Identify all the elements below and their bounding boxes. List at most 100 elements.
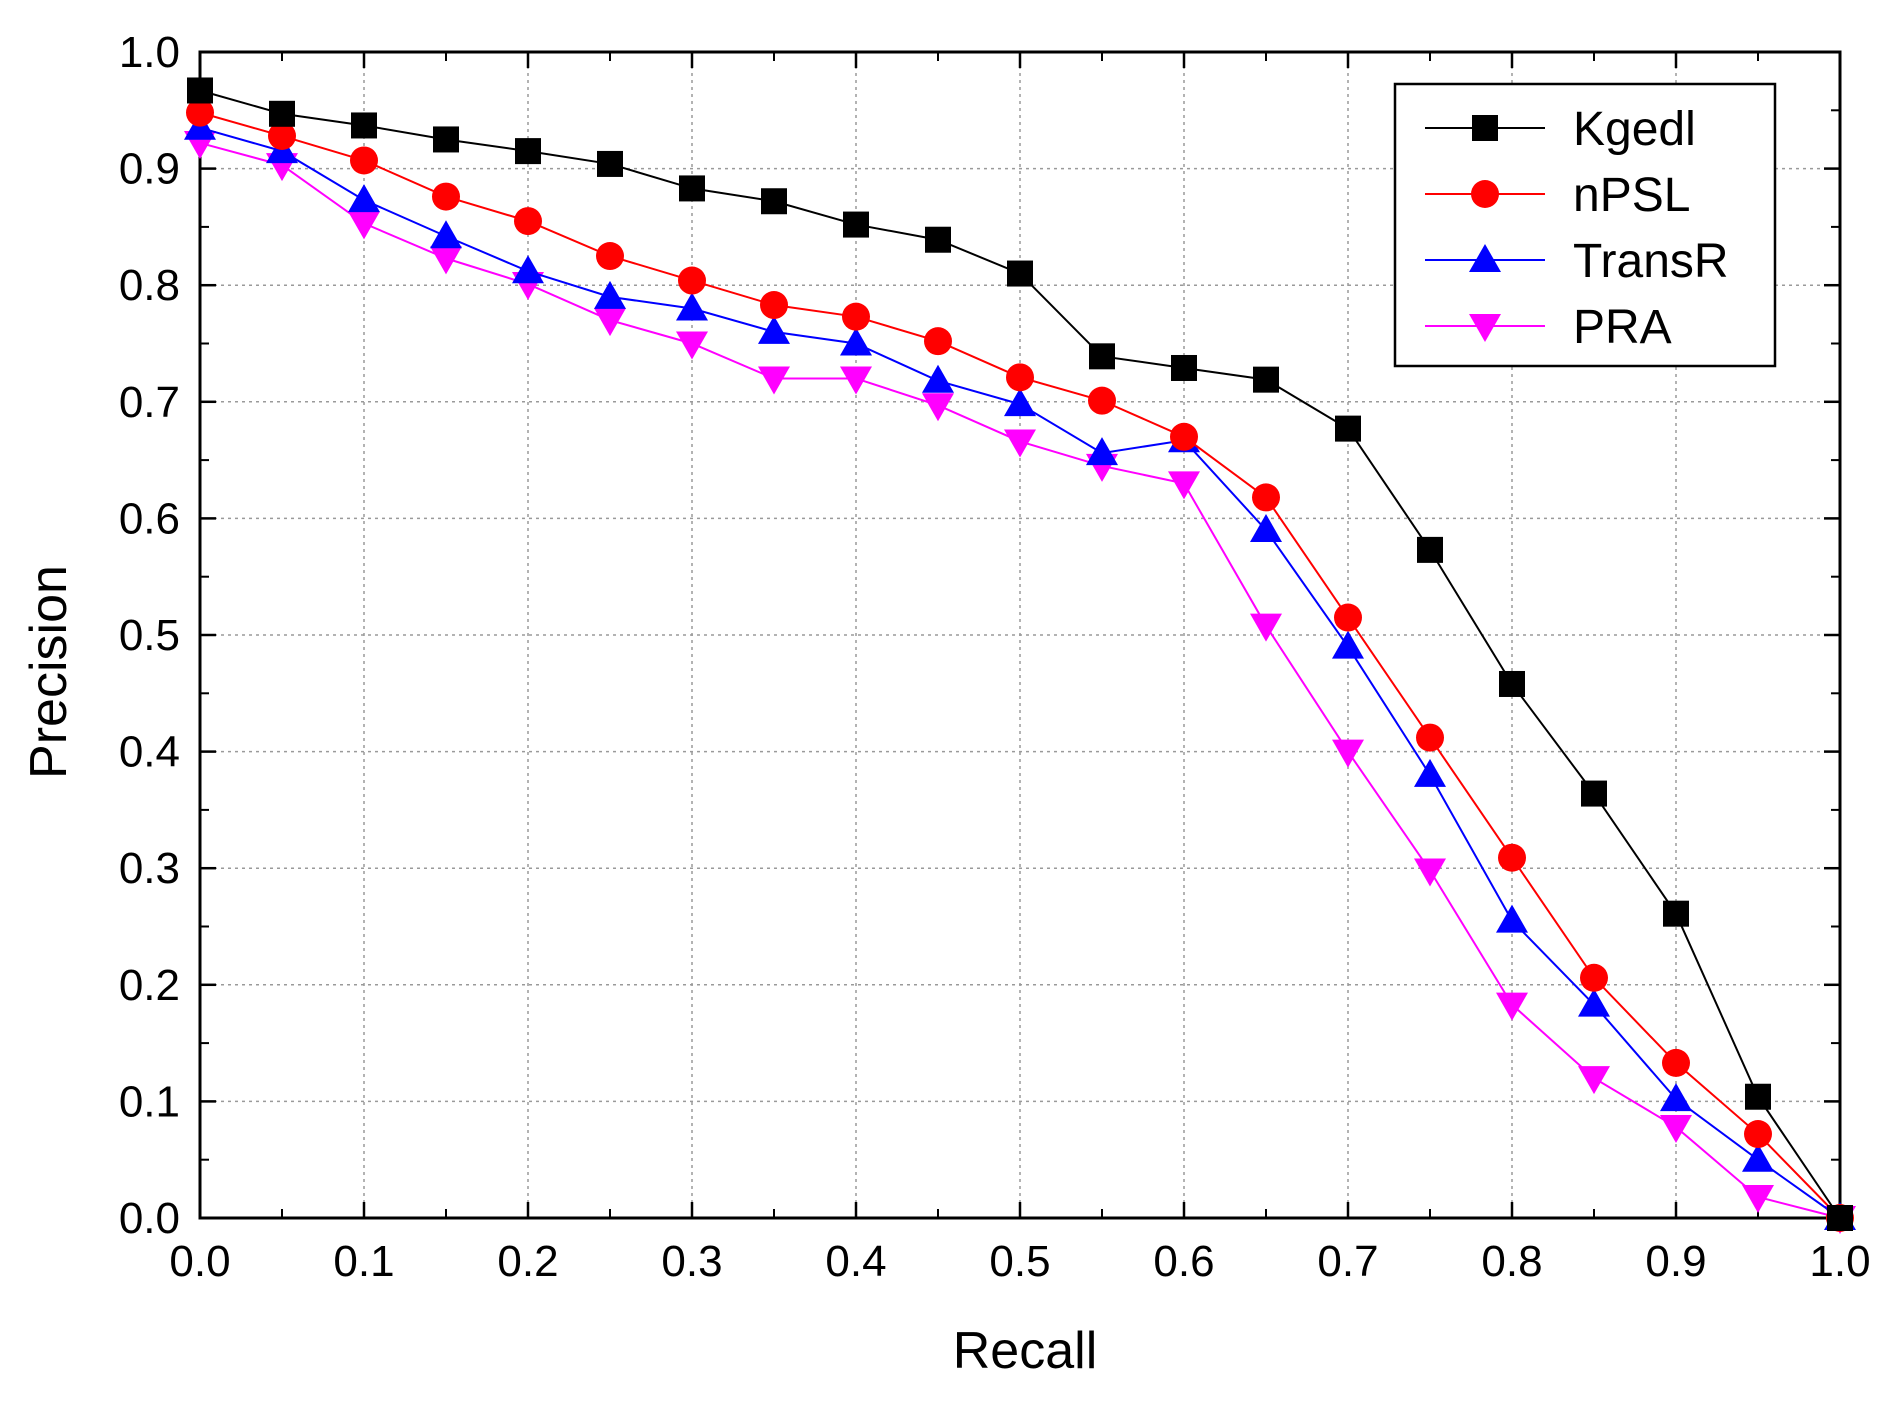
data-point-kgedl	[679, 175, 705, 202]
y-tick-label: 0.8	[119, 261, 180, 310]
data-point-transr	[676, 292, 708, 321]
data-point-npsl	[350, 146, 378, 175]
data-point-npsl	[514, 207, 542, 236]
data-point-kgedl	[1581, 780, 1607, 807]
legend-entry-npsl: nPSL	[1425, 169, 1690, 222]
data-point-npsl	[1170, 422, 1198, 451]
legend-entry-pra: PRA	[1425, 301, 1672, 354]
data-point-kgedl	[597, 150, 623, 177]
series	[184, 77, 1856, 1234]
y-tick-label: 0.3	[119, 844, 180, 893]
data-point-pra	[922, 393, 954, 422]
y-tick-label: 0.1	[119, 1077, 180, 1126]
data-point-npsl	[1252, 483, 1280, 512]
data-point-transr	[1004, 388, 1036, 417]
data-point-kgedl	[1089, 343, 1115, 370]
data-point-kgedl	[1745, 1083, 1771, 1110]
data-point-pra	[840, 366, 872, 395]
data-point-npsl	[186, 98, 214, 127]
data-point-npsl	[596, 242, 624, 271]
data-point-kgedl	[269, 100, 295, 127]
data-point-transr	[512, 255, 544, 284]
x-tick-label: 0.0	[169, 1237, 230, 1286]
data-point-transr	[348, 184, 380, 213]
data-point-transr	[1742, 1143, 1774, 1172]
data-point-pra	[1250, 613, 1282, 642]
data-point-npsl	[1498, 843, 1526, 872]
x-tick-label: 1.0	[1809, 1237, 1870, 1286]
x-tick-label: 0.5	[989, 1237, 1050, 1286]
data-point-transr	[1496, 904, 1528, 933]
data-point-pra	[1660, 1115, 1692, 1144]
data-point-npsl	[1088, 386, 1116, 415]
data-point-transr	[1578, 988, 1610, 1017]
y-tick-label: 0.0	[119, 1194, 180, 1243]
data-point-kgedl	[1417, 536, 1443, 563]
data-point-pra	[758, 366, 790, 395]
y-tick-label: 0.9	[119, 145, 180, 194]
ticks: 0.0 0.1 0.2 0.3 0.4 0.5 0.6 0.7 0.8 0.9 1.0 0.0 0.1 0…	[119, 28, 1871, 1286]
x-tick-label: 0.3	[661, 1237, 722, 1286]
data-point-pra	[1332, 739, 1364, 768]
x-tick-label: 0.4	[825, 1237, 886, 1286]
data-point-pra	[1742, 1185, 1774, 1214]
data-point-transr	[1086, 437, 1118, 466]
y-tick-label: 0.5	[119, 611, 180, 660]
y-tick-label: 0.6	[119, 494, 180, 543]
y-tick-label: 0.4	[119, 728, 180, 777]
data-point-npsl	[842, 302, 870, 331]
data-point-transr	[922, 364, 954, 393]
legend-marker-kgedl	[1472, 115, 1498, 141]
y-axis-label: Precision	[20, 565, 78, 779]
legend-marker-npsl	[1471, 180, 1499, 208]
data-point-npsl	[1334, 603, 1362, 632]
data-point-npsl	[924, 327, 952, 356]
data-point-npsl	[678, 266, 706, 295]
x-tick-label: 0.1	[333, 1237, 394, 1286]
x-axis-label: Recall	[953, 1322, 1098, 1380]
data-point-kgedl	[515, 138, 541, 165]
data-point-npsl	[1662, 1048, 1690, 1077]
data-point-transr	[1332, 630, 1364, 659]
series-kgedl	[187, 77, 1853, 1231]
data-point-npsl	[760, 291, 788, 320]
data-point-kgedl	[433, 126, 459, 153]
data-point-kgedl	[761, 188, 787, 215]
data-point-kgedl	[351, 112, 377, 139]
data-point-npsl	[268, 121, 296, 150]
y-tick-label: 0.7	[119, 378, 180, 427]
legend-marker-transr	[1469, 244, 1501, 272]
data-point-pra	[594, 308, 626, 337]
data-point-transr	[758, 315, 790, 344]
data-point-kgedl	[187, 77, 213, 104]
data-point-kgedl	[1663, 900, 1689, 927]
data-point-transr	[1414, 758, 1446, 787]
data-point-kgedl	[1007, 260, 1033, 287]
legend-entry-kgedl: Kgedl	[1425, 103, 1696, 156]
x-tick-label: 0.7	[1317, 1237, 1378, 1286]
data-point-pra	[1414, 858, 1446, 887]
legend-label-transr: TransR	[1573, 235, 1729, 288]
legend-label-npsl: nPSL	[1573, 169, 1690, 222]
data-point-kgedl	[1253, 366, 1279, 393]
x-tick-label: 0.9	[1645, 1237, 1706, 1286]
data-point-pra	[1496, 992, 1528, 1021]
x-tick-label: 0.8	[1481, 1237, 1542, 1286]
data-point-transr	[430, 220, 462, 249]
data-point-kgedl	[843, 211, 869, 238]
data-point-npsl	[1006, 363, 1034, 392]
data-point-kgedl	[1171, 354, 1197, 381]
y-tick-label: 0.2	[119, 961, 180, 1010]
data-point-pra	[1168, 471, 1200, 500]
legend: Kgedl nPSL TransR PRA	[1393, 82, 1777, 368]
legend-marker-pra	[1469, 314, 1501, 342]
data-point-kgedl	[1499, 670, 1525, 697]
data-point-transr	[594, 280, 626, 309]
data-point-kgedl	[925, 226, 951, 253]
legend-entry-transr: TransR	[1425, 235, 1729, 288]
series-transr	[184, 111, 1856, 1230]
data-point-npsl	[1744, 1120, 1772, 1149]
data-point-pra	[430, 246, 462, 275]
